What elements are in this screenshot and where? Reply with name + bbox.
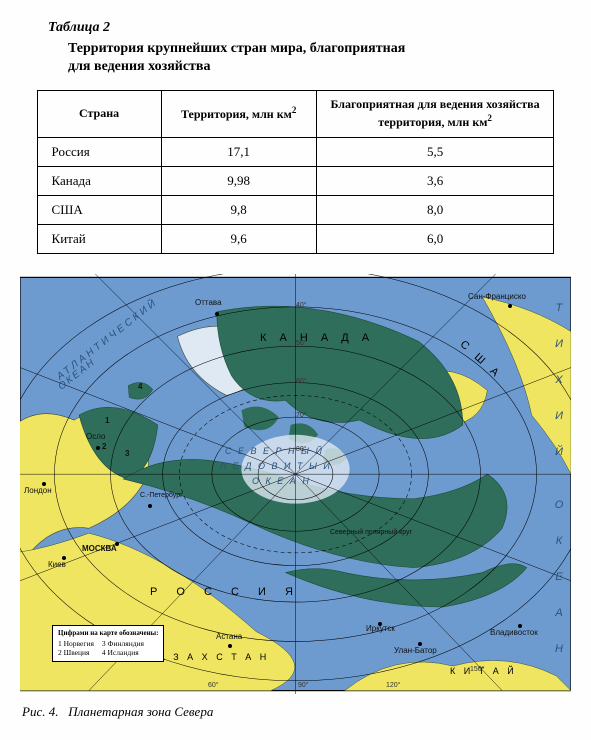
tick-70: 70° (296, 412, 307, 419)
label-arctic1: С Е В Е Р Н Ы Й (225, 446, 324, 456)
city-dot (215, 312, 219, 316)
table-row: Россия 17,1 5,5 (37, 137, 554, 166)
marker-3: 3 (125, 449, 129, 458)
tick-60: 60° (296, 378, 307, 385)
city-sanfran: Сан-Франциско (468, 292, 526, 301)
table-row: Канада 9,98 3,6 (37, 166, 554, 195)
marker-1: 1 (105, 416, 109, 425)
map-legend: Цифрами на карте обозначены: 1 Норвегия … (52, 625, 164, 662)
legend-title: Цифрами на карте обозначены: (58, 629, 158, 638)
lon-150: 150° (470, 666, 484, 673)
city-kiev: Киев (48, 560, 66, 569)
table-title-l1: Территория крупнейших стран мира, благоп… (68, 41, 405, 56)
caption-prefix: Рис. 4. (22, 704, 58, 719)
city-oslo: Осло (86, 432, 105, 441)
tick-50: 50° (296, 340, 307, 347)
table-label: Таблица 2 (20, 20, 571, 36)
label-russia: Р О С С И Я (150, 586, 301, 598)
figure-caption: Рис. 4. Планетарная зона Севера (20, 704, 571, 720)
col-territory: Территория, млн км2 (161, 91, 316, 137)
marker-2: 2 (102, 442, 106, 451)
lon-60: 60° (208, 682, 219, 689)
lon-120: 120° (386, 682, 400, 689)
city-vladivostok: Владивосток (490, 628, 538, 637)
label-canada: К А Н А Д А (260, 332, 374, 344)
label-arctic2: Л Е Д О В И Т Ы Й (220, 461, 332, 471)
data-table: Страна Территория, млн км2 Благоприятная… (37, 90, 555, 253)
city-astana: Астана (216, 632, 242, 641)
city-irkutsk: Иркутск (366, 624, 395, 633)
table-body: Россия 17,1 5,5 Канада 9,98 3,6 США 9,8 … (37, 137, 554, 253)
city-dot (228, 644, 232, 648)
label-pacific-ocean: О К Е А Н (553, 499, 565, 659)
map-figure: АТЛАНТИЧЕСКИЙ ОКЕАН Т И Х И Й О К Е А Н … (20, 274, 571, 694)
city-dot (96, 446, 100, 450)
tick-80: 80° (296, 446, 307, 453)
col-country: Страна (37, 91, 161, 137)
label-polar-circle: Северный полярный круг (330, 529, 412, 536)
label-arctic3: О К Е А Н (252, 476, 311, 486)
table-title: Территория крупнейших стран мира, благоп… (20, 40, 571, 76)
table-header-row: Страна Территория, млн км2 Благоприятная… (37, 91, 554, 137)
table-title-l2: для ведения хозяйства (68, 59, 211, 74)
city-ulanbator: Улан-Батор (394, 646, 437, 655)
city-spb: С.-Петербург (140, 492, 183, 499)
table-row: США 9,8 8,0 (37, 195, 554, 224)
city-dot (148, 504, 152, 508)
marker-4: 4 (138, 382, 142, 391)
city-london: Лондон (24, 486, 52, 495)
table-row: Китай 9,6 6,0 (37, 224, 554, 253)
city-dot (508, 304, 512, 308)
caption-text: Планетарная зона Севера (68, 704, 213, 719)
lon-90: 90° (298, 682, 309, 689)
col-favorable: Благоприятная для ведения хозяйства терр… (316, 91, 554, 137)
label-pacific: Т И Х И Й (553, 302, 565, 472)
tick-40: 40° (296, 302, 307, 309)
city-ottawa: Оттава (195, 298, 222, 307)
city-moscow: МОСКВА (82, 544, 117, 553)
